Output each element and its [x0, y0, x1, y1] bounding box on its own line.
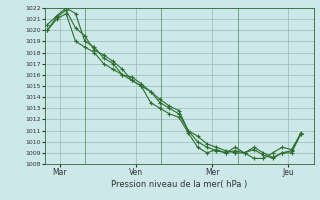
X-axis label: Pression niveau de la mer( hPa ): Pression niveau de la mer( hPa )	[111, 180, 247, 189]
